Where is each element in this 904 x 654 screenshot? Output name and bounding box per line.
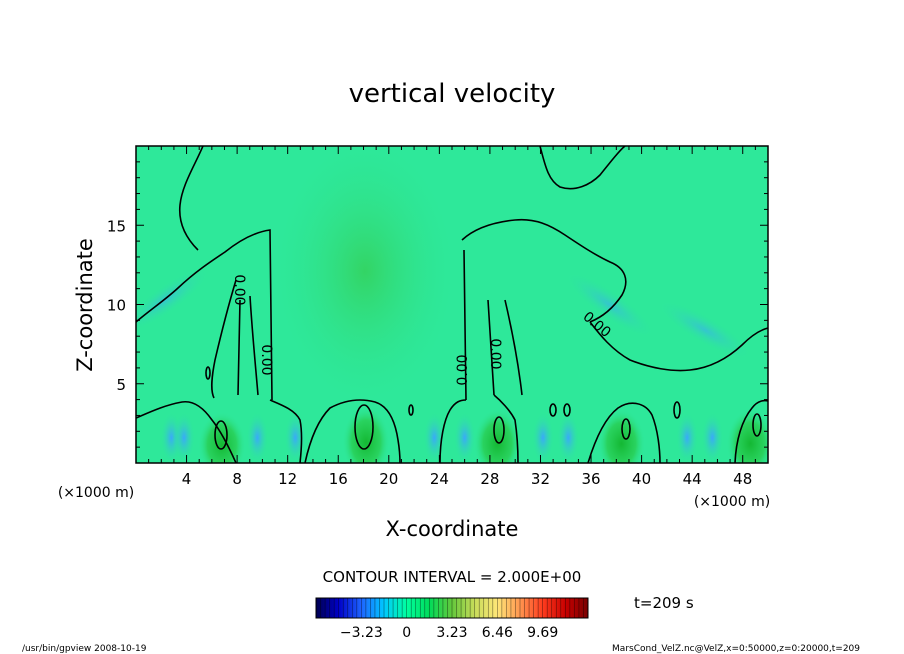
x-tick-label: 4 xyxy=(182,470,192,488)
wave-band xyxy=(656,299,754,361)
x-axis-unit: (×1000 m) xyxy=(694,494,770,510)
contour-cell-1 xyxy=(214,420,228,450)
contour-small-3 xyxy=(673,401,681,419)
contour-label: 0.00 xyxy=(231,274,247,305)
x-axis-ticks: 4 8 12 16 20 24 28 32 36 40 44 48 xyxy=(135,146,769,488)
contour-label: 0.00 xyxy=(258,344,274,375)
wave-band xyxy=(564,271,656,339)
y-axis-ticks: 5 10 15 xyxy=(107,145,768,464)
downdraft-cell xyxy=(557,411,580,463)
plot-area: 0.00 0.00 0.00 0.00 0.00 xyxy=(136,146,768,463)
contour-label: 0.00 xyxy=(487,338,503,369)
colorbar: −3.23 0 3.23 6.46 9.69 xyxy=(315,597,589,641)
downdraft-cell xyxy=(532,411,555,463)
y-tick-label: 15 xyxy=(107,217,126,235)
contour-upper-left xyxy=(136,146,273,401)
y-tick-label: 5 xyxy=(116,376,126,394)
colorbar-tick-label: 6.46 xyxy=(482,625,513,641)
downdraft-cell xyxy=(676,411,699,463)
contour-right xyxy=(539,146,768,372)
chart-title: vertical velocity xyxy=(349,79,556,109)
contour-small-4 xyxy=(408,404,414,416)
x-tick-label: 20 xyxy=(379,470,398,488)
contour-label: 0.00 xyxy=(455,354,471,385)
x-tick-label: 48 xyxy=(733,470,752,488)
colorbar-tick-label: −3.23 xyxy=(340,625,383,641)
time-label: t=209 s xyxy=(634,594,694,612)
downdraft-cell xyxy=(453,411,476,463)
x-tick-label: 8 xyxy=(232,470,242,488)
colorbar-tick-label: 3.23 xyxy=(436,625,467,641)
downdraft-cell xyxy=(173,411,196,463)
x-tick-label: 28 xyxy=(480,470,499,488)
updraft-cell xyxy=(597,405,646,463)
downdraft-cell xyxy=(246,411,269,463)
contour-interval: CONTOUR INTERVAL = 2.000E+00 xyxy=(323,568,582,586)
zero-contours xyxy=(136,146,768,463)
contour-small-1 xyxy=(549,403,557,417)
contour-bottom-ridge xyxy=(136,394,768,463)
downdraft-cell xyxy=(701,411,724,463)
x-axis-label: X-coordinate xyxy=(386,517,519,541)
updraft-cell xyxy=(197,408,246,463)
contour-cell-2 xyxy=(354,404,374,450)
contour-cell-5 xyxy=(752,413,762,437)
contour-center-right xyxy=(461,218,627,401)
updraft-cell xyxy=(473,405,522,463)
contour-cell-3 xyxy=(493,416,505,444)
upper-updraft-region xyxy=(270,146,460,425)
colorbar-ticks: −3.23 0 3.23 6.46 9.69 xyxy=(320,598,584,641)
x-tick-label: 40 xyxy=(632,470,651,488)
footer-left: /usr/bin/gpview 2008-10-19 xyxy=(22,644,147,654)
footer-right: MarsCond_VelZ.nc@VelZ,x=0:50000,z=0:2000… xyxy=(612,644,860,654)
x-tick-label: 36 xyxy=(581,470,600,488)
x-tick-label: 12 xyxy=(278,470,297,488)
y-axis-unit: (×1000 m) xyxy=(58,485,134,501)
x-tick-label: 24 xyxy=(430,470,449,488)
contour-center-left xyxy=(210,279,259,399)
updraft-cell xyxy=(342,401,391,463)
y-axis-label: Z-coordinate xyxy=(73,238,97,372)
x-tick-label: 16 xyxy=(329,470,348,488)
contour-small-2 xyxy=(563,403,571,417)
x-tick-label: 32 xyxy=(531,470,550,488)
contour-small-5 xyxy=(205,366,211,380)
contour-cell-4 xyxy=(621,418,631,440)
colorbar-tick-label: 9.69 xyxy=(527,625,558,641)
colorbar-tick-label: 0 xyxy=(402,625,411,641)
y-tick-label: 10 xyxy=(107,297,126,315)
x-tick-label: 44 xyxy=(683,470,702,488)
